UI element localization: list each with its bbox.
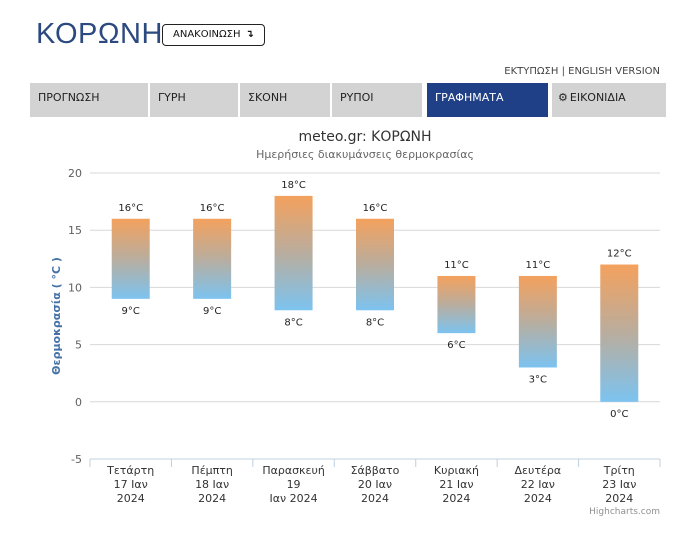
high-temp-label: 11°C <box>525 260 550 271</box>
y-tick-label: 10 <box>68 281 82 294</box>
x-tick-label: 2024 <box>361 492 389 505</box>
high-temp-label: 18°C <box>281 180 306 191</box>
x-tick-label: Παρασκευή <box>262 464 325 477</box>
temperature-bar[interactable] <box>356 218 394 311</box>
nav-tabs: ΠΡΟΓΝΩΣΗ ΓΥΡΗ ΣΚΟΝΗ ΡΥΠΟΙ ΓΡΑΦΗΜΑΤΑ ⚙ ΕΙΚ… <box>30 83 666 117</box>
x-tick-label: 19 <box>287 478 301 491</box>
tab-label: ΓΥΡΗ <box>158 91 186 104</box>
grid-lines <box>90 172 660 460</box>
x-tick-label: Κυριακή <box>434 464 479 477</box>
high-temp-label: 16°C <box>363 203 388 214</box>
page-title: ΚΟΡΩΝΗ <box>36 18 163 50</box>
print-link[interactable]: ΕΚΤΥΠΩΣΗ <box>504 66 559 77</box>
x-tick-label: 2024 <box>117 492 145 505</box>
x-tick-label: 21 Ιαν <box>439 478 473 491</box>
highcharts-credit[interactable]: Highcharts.com <box>589 507 660 517</box>
tab-label: ΓΡΑΦΗΜΑΤΑ <box>435 91 504 104</box>
temperature-bar[interactable] <box>600 264 639 402</box>
english-version-link[interactable]: ENGLISH VERSION <box>568 66 660 77</box>
tab-icons[interactable]: ⚙ ΕΙΚΟΝΙΔΙΑ <box>552 83 666 117</box>
low-temp-label: 6°C <box>447 340 465 351</box>
tab-dust[interactable]: ΣΚΟΝΗ <box>240 83 330 117</box>
tab-charts[interactable]: ΓΡΑΦΗΜΑΤΑ <box>427 83 548 117</box>
low-temp-label: 3°C <box>529 374 547 385</box>
x-tick-label: 18 Ιαν <box>195 478 229 491</box>
tab-label: ΡΥΠΟΙ <box>340 91 374 104</box>
x-tick-label: 2024 <box>524 492 552 505</box>
chart-title: meteo.gr: ΚΟΡΩΝΗ <box>298 129 431 145</box>
x-tick-label: Τρίτη <box>603 464 635 477</box>
x-tick-label: 2024 <box>605 492 633 505</box>
tab-label: ΣΚΟΝΗ <box>248 91 288 104</box>
x-tick-label: 17 Ιαν <box>114 478 148 491</box>
y-tick-label: 20 <box>68 167 82 180</box>
low-temp-label: 8°C <box>366 317 384 328</box>
x-tick-label: Τετάρτη <box>106 464 154 477</box>
link-separator: | <box>558 66 569 77</box>
x-tick-label: 22 Ιαν <box>521 478 555 491</box>
temperature-bar[interactable] <box>111 218 150 299</box>
high-temp-label: 16°C <box>200 203 225 214</box>
x-tick-label: 20 Ιαν <box>358 478 392 491</box>
low-temp-label: 9°C <box>122 306 140 317</box>
chart-subtitle: Ημερήσιες διακυμάνσεις θερμοκρασίας <box>256 148 474 161</box>
y-tick-label: -5 <box>71 453 82 466</box>
announcement-button[interactable]: ΑΝΑΚΟΙΝΩΣΗ ↴ <box>162 24 265 46</box>
temperature-range-chart: meteo.gr: ΚΟΡΩΝΗ Ημερήσιες διακυμάνσεις … <box>50 129 661 517</box>
tab-forecast[interactable]: ΠΡΟΓΝΩΣΗ <box>30 83 148 117</box>
temperature-bar[interactable] <box>518 275 557 368</box>
high-temp-label: 16°C <box>118 203 143 214</box>
top-links: ΕΚΤΥΠΩΣΗ | ENGLISH VERSION <box>504 66 660 77</box>
bar-series <box>111 195 639 402</box>
x-tick-label: 23 Ιαν <box>602 478 636 491</box>
y-axis-title: Θερμοκρασία ( °C ) <box>50 257 63 375</box>
y-axis-ticks: -5 0 5 10 15 20 <box>68 167 82 466</box>
x-tick-label: 2024 <box>442 492 470 505</box>
y-tick-label: 15 <box>68 224 82 237</box>
x-tick-label: Δευτέρα <box>515 464 562 477</box>
tab-pollutants[interactable]: ΡΥΠΟΙ <box>332 83 422 117</box>
gear-icon: ⚙ <box>558 91 568 104</box>
high-temp-label: 12°C <box>607 249 632 260</box>
x-tick-label: Πέμπτη <box>191 464 232 477</box>
tab-pollen[interactable]: ΓΥΡΗ <box>150 83 238 117</box>
x-tick-label: Σάββατο <box>351 464 400 477</box>
x-tick-label: 2024 <box>198 492 226 505</box>
x-tick-label: Ιαν 2024 <box>270 492 318 505</box>
arrow-down-icon: ↴ <box>245 29 254 40</box>
tab-label: ΠΡΟΓΝΩΣΗ <box>38 91 100 104</box>
high-temp-label: 11°C <box>444 260 469 271</box>
tab-label: ΕΙΚΟΝΙΔΙΑ <box>569 91 626 104</box>
data-labels: 16°C 9°C 16°C 9°C 18°C 8°C 16°C 8°C 11°C 6°C 11°C 3… <box>118 180 631 420</box>
announcement-label: ΑΝΑΚΟΙΝΩΣΗ <box>173 29 241 40</box>
low-temp-label: 9°C <box>203 306 221 317</box>
temperature-bar[interactable] <box>437 275 476 334</box>
temperature-bar[interactable] <box>274 195 313 311</box>
y-tick-label: 0 <box>75 396 82 409</box>
low-temp-label: 0°C <box>610 409 628 420</box>
temperature-bar[interactable] <box>193 218 232 299</box>
y-tick-label: 5 <box>75 339 82 352</box>
low-temp-label: 8°C <box>284 317 302 328</box>
